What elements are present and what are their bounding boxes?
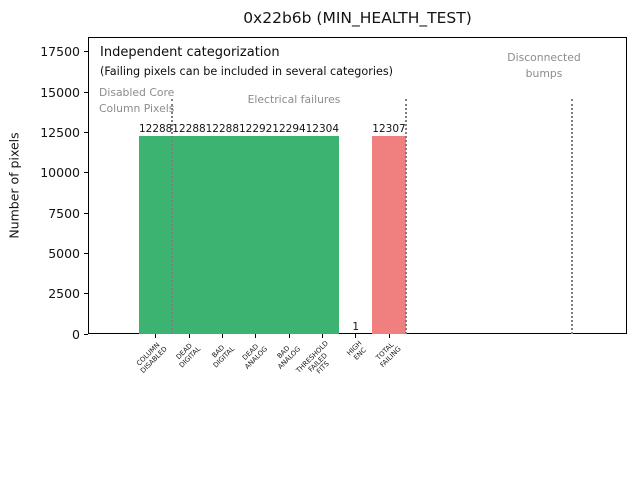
y-tick-mark bbox=[84, 172, 88, 174]
x-tick-mark bbox=[321, 334, 323, 338]
y-tick-mark bbox=[84, 333, 88, 335]
bar-bad-digital bbox=[205, 135, 239, 334]
annotation-note-title: Independent categorization bbox=[100, 45, 280, 60]
bar-bad-analog bbox=[272, 135, 306, 334]
bar-dead-digital bbox=[172, 135, 206, 334]
section-separator-line bbox=[404, 99, 407, 334]
section-separator-line bbox=[571, 99, 574, 334]
y-tick-mark bbox=[84, 293, 88, 295]
bar-value-label: 1 bbox=[352, 320, 359, 333]
chart-title: 0x22b6b (MIN_HEALTH_TEST) bbox=[243, 9, 472, 27]
bar-dead-analog bbox=[239, 135, 273, 334]
bar-value-label: 12288 bbox=[172, 122, 206, 135]
bar-value-label: 12288 bbox=[205, 122, 240, 135]
y-tick-label: 2500 bbox=[48, 286, 80, 302]
x-tick-label-threshold-failed-fits: THRESHOLD FAILED FITS bbox=[294, 339, 332, 376]
bar-value-label: 12292 bbox=[238, 122, 273, 135]
y-tick-label: 7500 bbox=[48, 205, 80, 221]
x-tick-mark bbox=[388, 334, 390, 338]
x-tick-mark bbox=[155, 334, 157, 338]
bar-threshold-failed-fits bbox=[305, 135, 339, 334]
x-tick-label-dead-analog: DEAD ANALOG bbox=[240, 342, 269, 371]
x-tick-mark bbox=[288, 334, 290, 338]
y-tick-label: 5000 bbox=[48, 245, 80, 261]
y-tick-mark bbox=[84, 51, 88, 53]
x-tick-mark bbox=[188, 334, 190, 338]
x-tick-label-high-enc: HIGH ENC bbox=[345, 339, 368, 362]
annotation-note-subtitle: (Failing pixels can be included in sever… bbox=[100, 65, 394, 78]
y-tick-mark bbox=[84, 252, 88, 254]
y-tick-mark bbox=[84, 131, 88, 133]
y-tick-label: 10000 bbox=[40, 165, 80, 181]
bar-total-failing bbox=[372, 135, 406, 334]
section-label-electrical-failures: Electrical failures bbox=[247, 93, 341, 106]
section-label-disabled-core-column-pixels: Disabled Core Column Pixels bbox=[99, 86, 175, 115]
bar-column-disabled bbox=[139, 135, 173, 334]
x-tick-label-total-failing: TOTAL FAILING bbox=[374, 340, 403, 369]
bar-value-label: 12304 bbox=[305, 122, 340, 135]
x-tick-mark bbox=[355, 334, 357, 338]
x-tick-label-dead-digital: DEAD DIGITAL bbox=[175, 341, 203, 370]
y-tick-mark bbox=[84, 91, 88, 93]
section-separator-line bbox=[171, 99, 174, 334]
section-label-disconnected-bumps: Disconnected bumps bbox=[507, 51, 581, 80]
x-tick-label-bad-digital: BAD DIGITAL bbox=[210, 343, 236, 370]
y-tick-label: 15000 bbox=[40, 84, 80, 100]
bar-value-label: 12307 bbox=[372, 122, 406, 135]
x-tick-label-column-disabled: COLUMN DISABLED bbox=[135, 341, 169, 375]
y-tick-label: 12500 bbox=[40, 124, 80, 140]
y-tick-label: 17500 bbox=[40, 44, 80, 60]
x-tick-mark bbox=[221, 334, 223, 338]
bar-value-label: 12294 bbox=[272, 122, 306, 135]
bar-value-label: 12288 bbox=[138, 122, 173, 135]
x-tick-mark bbox=[255, 334, 257, 338]
y-tick-label: 0 bbox=[72, 326, 80, 342]
y-tick-mark bbox=[84, 212, 88, 214]
